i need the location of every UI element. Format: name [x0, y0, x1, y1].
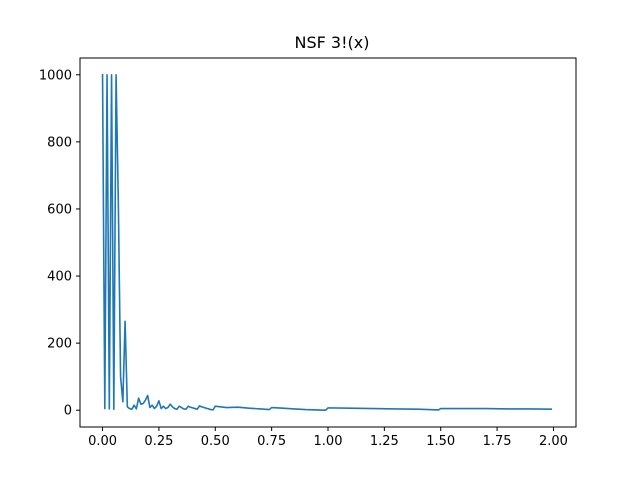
- plot-frame: [79, 57, 577, 428]
- x-axis: 0.00 0.25 0.50 0.75 1.00 1.25 1.50 1.75 2.00: [88, 427, 568, 449]
- y-tick-label: 400: [47, 270, 72, 285]
- x-tick-label: 0.25: [144, 434, 173, 449]
- x-tick-label: 1.50: [426, 434, 455, 449]
- y-tick-label: 600: [47, 202, 72, 217]
- y-tick-label: 1000: [39, 68, 72, 83]
- y-tick-label: 200: [47, 337, 72, 352]
- x-tick-label: 1.00: [314, 434, 343, 449]
- series-line-0: [101, 73, 553, 412]
- x-tick-label: 0.00: [88, 434, 117, 449]
- x-tick-label: 1.25: [370, 434, 399, 449]
- y-axis: 0 200 400 600 800 1000: [39, 68, 80, 419]
- plot-area: [101, 73, 553, 412]
- x-tick-label: 0.75: [257, 434, 286, 449]
- x-tick-label: 1.75: [483, 434, 512, 449]
- x-tick-label: 0.50: [201, 434, 230, 449]
- x-tick-label: 2.00: [539, 434, 568, 449]
- y-tick-label: 800: [47, 135, 72, 150]
- y-tick-label: 0: [64, 404, 72, 419]
- chart-title: NSF 3!(x): [295, 33, 370, 52]
